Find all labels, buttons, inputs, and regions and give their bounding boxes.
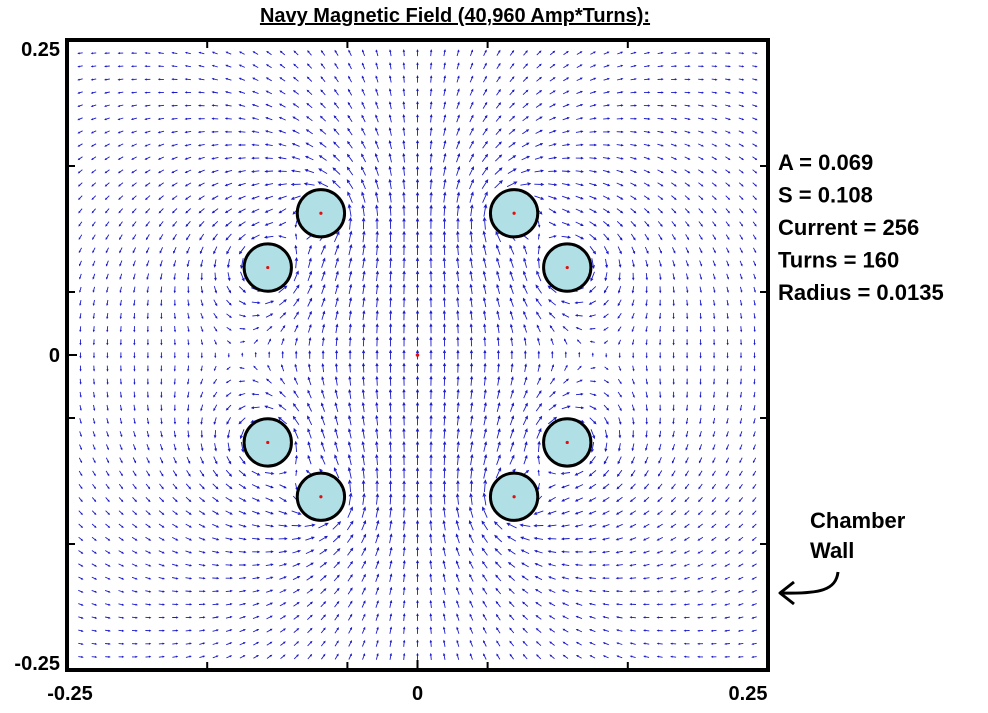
field-arrow-paths <box>77 49 758 660</box>
coil-center-dot <box>266 440 270 445</box>
parameter-line: Turns = 160 <box>778 248 899 273</box>
coil-6 <box>542 417 593 468</box>
y-tick-label: 0.25 <box>21 39 60 61</box>
coil-center-dot <box>512 495 516 499</box>
x-tick-label: 0.25 <box>729 683 768 705</box>
coil-center-dot <box>319 211 323 215</box>
annotation-line-1: Chamber <box>810 508 906 533</box>
coil-center-dot <box>512 211 516 215</box>
annotation-arrow-head <box>778 580 795 606</box>
coil-7 <box>295 471 347 522</box>
parameter-line: Radius = 0.0135 <box>778 280 944 305</box>
y-tick-label: 0 <box>49 345 60 367</box>
chamber-wall-annotation: Chamber Wall <box>778 508 906 606</box>
coil-center-dot <box>565 440 569 445</box>
parameter-line: A = 0.069 <box>778 150 873 175</box>
chart-title: Navy Magnetic Field (40,960 Amp*Turns): <box>260 5 650 27</box>
coil-center-dot <box>565 265 569 270</box>
parameter-line: S = 0.108 <box>778 183 873 208</box>
annotation-line-2: Wall <box>810 538 854 563</box>
coils <box>242 188 593 522</box>
coil-8 <box>488 471 540 522</box>
field-arrows <box>77 49 758 660</box>
y-tick-label: -0.25 <box>14 653 60 675</box>
annotation-arrow-shaft <box>781 571 840 595</box>
parameter-line: Current = 256 <box>778 215 919 240</box>
coil-center-dot <box>266 265 270 270</box>
coil-2 <box>488 188 540 239</box>
coil-3 <box>242 242 293 293</box>
axis-ticks: -0.25 0 0.25 0.25 0 -0.25 <box>14 39 769 705</box>
x-tick-label: -0.25 <box>47 683 93 705</box>
center-marker <box>415 353 420 357</box>
parameter-list: A = 0.069 S = 0.108 Current = 256 Turns = 1… <box>778 150 944 305</box>
coil-4 <box>542 242 593 293</box>
coil-1 <box>295 188 347 239</box>
coil-5 <box>242 417 293 468</box>
x-tick-label: 0 <box>412 683 423 705</box>
coil-center-dot <box>319 495 323 499</box>
